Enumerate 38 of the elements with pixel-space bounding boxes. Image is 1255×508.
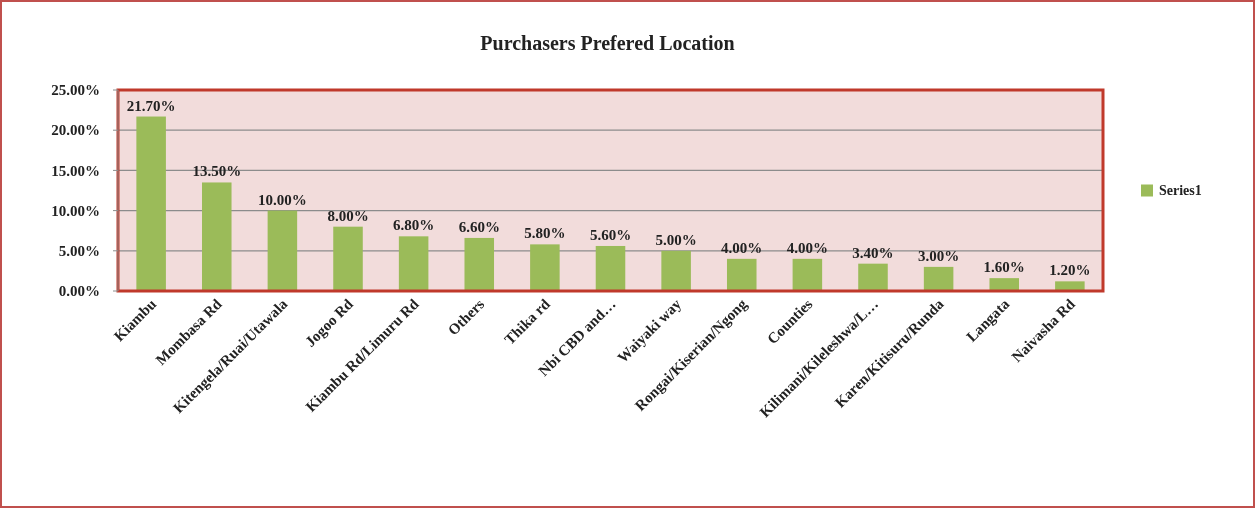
data-label: 5.00% [655, 231, 697, 248]
data-label: 3.40% [852, 244, 894, 261]
data-label: 1.60% [983, 259, 1025, 276]
y-tick-label: 10.00% [51, 202, 100, 219]
bar [661, 250, 691, 291]
data-label: 6.60% [458, 218, 500, 235]
bar [1055, 281, 1085, 291]
bar [398, 236, 429, 291]
bar [267, 210, 298, 291]
y-tick-label: 0.00% [58, 283, 100, 300]
bar [333, 226, 363, 291]
bar [530, 244, 560, 291]
data-label: 5.60% [589, 226, 632, 243]
chart-title: Purchasers Prefered Location [480, 32, 735, 54]
bar [923, 266, 954, 291]
data-label: 6.80% [393, 217, 435, 234]
bar [136, 116, 166, 291]
data-label: 3.00% [917, 247, 960, 264]
bar [464, 237, 495, 291]
bar [792, 258, 823, 291]
data-label: 1.20% [1049, 262, 1091, 279]
y-tick-label: 20.00% [51, 122, 100, 139]
y-tick-label: 15.00% [51, 162, 100, 179]
data-label: 10.00% [258, 191, 307, 208]
data-label: 5.80% [524, 225, 566, 242]
data-label: 13.50% [192, 163, 242, 180]
y-tick-label: 25.00% [51, 82, 100, 99]
bar [202, 182, 232, 291]
data-label: 8.00% [327, 207, 369, 224]
legend-label: Series1 [1159, 183, 1202, 199]
data-label: 4.00% [786, 239, 828, 256]
data-label: 4.00% [721, 239, 763, 256]
data-label: 21.70% [126, 97, 176, 114]
bar [989, 278, 1019, 291]
bar [595, 245, 626, 291]
y-tick-label: 5.00% [58, 243, 100, 260]
bar [726, 258, 757, 291]
bar [858, 263, 888, 291]
